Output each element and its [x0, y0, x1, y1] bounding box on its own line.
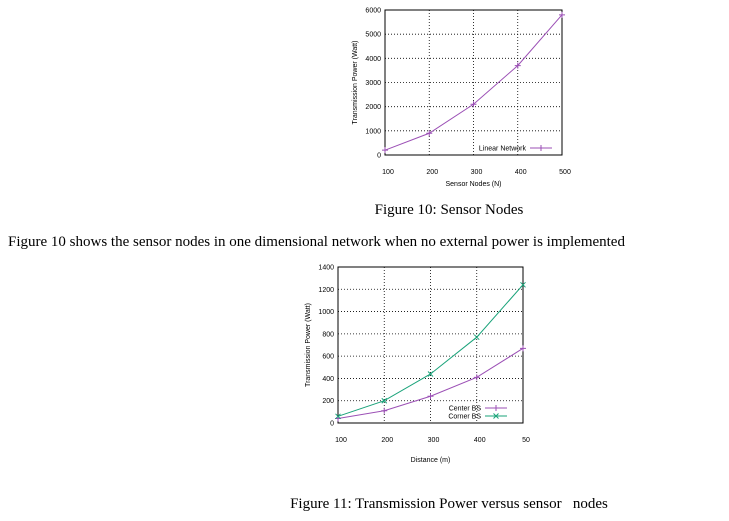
paragraph: Figure 10 shows the sensor nodes in one … [8, 234, 625, 250]
y-tick-label: 1000 [365, 128, 381, 135]
marker [470, 101, 477, 108]
y-tick-label: 3000 [365, 80, 381, 87]
x-tick-label: 400 [515, 169, 527, 176]
y-tick-label: 1400 [318, 265, 334, 272]
marker [427, 393, 434, 400]
marker [473, 334, 480, 341]
marker [514, 62, 521, 69]
x-tick-label: 100 [335, 437, 347, 444]
y-tick-label: 2000 [365, 104, 381, 111]
x-tick-label: 400 [474, 437, 486, 444]
marker [427, 371, 434, 377]
caption: Figure 10: Sensor Nodes [375, 202, 524, 218]
plot-frame [384, 9, 563, 156]
legend-label: Linear Network [479, 146, 527, 153]
y-tick-label: 0 [377, 153, 381, 160]
marker [538, 145, 544, 151]
marker [382, 147, 388, 154]
marker [426, 130, 433, 137]
x-tick-label: 500 [559, 169, 571, 176]
marker [493, 413, 499, 419]
x-tick-label: 200 [381, 437, 393, 444]
y-tick-label: 200 [322, 398, 334, 405]
x-tick-label: 300 [471, 169, 483, 176]
x-tick-label: 50 [522, 437, 530, 444]
legend-label: Center BS [449, 406, 482, 413]
plot-frame [337, 266, 524, 424]
y-tick-label: 400 [322, 376, 334, 383]
marker [559, 11, 565, 18]
y-tick-label: 800 [322, 331, 334, 338]
marker [520, 281, 526, 288]
y-tick-label: 4000 [365, 56, 381, 63]
y-tick-label: 0 [330, 421, 334, 428]
x-tick-label: 200 [426, 169, 438, 176]
y-tick-label: 600 [322, 354, 334, 361]
marker [473, 374, 480, 381]
marker [335, 413, 341, 420]
x-axis-label: Sensor Nodes (N) [445, 181, 501, 188]
x-axis-label: Distance (m) [411, 457, 451, 464]
y-tick-label: 1000 [318, 309, 334, 316]
marker [520, 345, 526, 352]
y-axis-label: Transmission Power (Watt) [305, 303, 312, 387]
x-tick-label: 100 [382, 169, 394, 176]
marker [381, 407, 388, 414]
y-tick-label: 1200 [318, 287, 334, 294]
marker [381, 397, 388, 404]
x-tick-label: 300 [428, 437, 440, 444]
legend-label: Corner BS [448, 414, 481, 421]
marker [493, 405, 499, 411]
y-tick-label: 5000 [365, 32, 381, 39]
y-tick-label: 6000 [365, 8, 381, 15]
y-axis-label: Transmission Power (Watt) [352, 41, 359, 125]
caption: Figure 11: Transmission Power versus sen… [290, 496, 608, 512]
